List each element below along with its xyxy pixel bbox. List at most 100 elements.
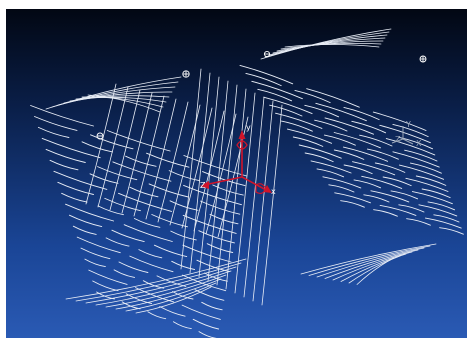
mesh-strand — [284, 44, 380, 48]
mesh-strand — [53, 170, 108, 190]
mesh-strand — [148, 183, 189, 198]
mesh-strand — [201, 301, 223, 311]
mesh-strand — [316, 168, 345, 178]
gizmo-z-axis[interactable] — [203, 176, 243, 186]
mesh-strand — [171, 260, 196, 270]
mesh-strand — [205, 113, 237, 235]
mesh-strand — [356, 257, 395, 285]
mesh-strand — [257, 88, 293, 102]
mesh-strand — [268, 34, 388, 56]
mesh-strand — [49, 159, 79, 171]
mesh-strand — [75, 262, 242, 302]
mesh-strand — [61, 192, 88, 203]
mesh-strand — [252, 100, 274, 302]
mesh-strand — [304, 104, 340, 118]
gizmo-y-arrowhead — [238, 130, 246, 139]
mesh-strand — [97, 166, 138, 181]
mesh-strand — [398, 164, 445, 180]
gizmo-y-label: y — [246, 123, 251, 132]
mesh-strand — [421, 188, 451, 199]
mesh-strand — [343, 106, 380, 121]
mesh-strand — [138, 249, 163, 259]
mesh-strand — [353, 179, 382, 189]
mesh-strand — [198, 331, 217, 338]
mesh-strand — [314, 119, 348, 132]
mesh-strand — [80, 247, 111, 260]
mesh-strand — [115, 278, 222, 310]
mesh-strand — [292, 136, 324, 147]
scene-canvas[interactable]: y Z x Y Z X — [6, 9, 467, 338]
3d-viewport[interactable]: y Z x Y Z X — [6, 9, 467, 338]
mesh-strand — [418, 204, 458, 217]
mesh-strand — [69, 95, 170, 102]
orientation-triad: Y Z X — [391, 120, 422, 148]
mesh-strand — [424, 217, 462, 229]
mesh-strand — [104, 197, 141, 212]
triad-y-label: Y — [405, 120, 411, 129]
mesh-strand — [113, 269, 136, 278]
mesh-strand — [308, 245, 431, 276]
mesh-strand — [374, 162, 406, 173]
mesh-strand — [251, 80, 303, 100]
mesh-strand — [359, 134, 393, 147]
mesh-strand — [370, 190, 410, 203]
mesh-strand — [183, 184, 242, 206]
mesh-strand — [68, 214, 103, 228]
mesh-strand — [125, 155, 157, 167]
mesh-strand — [198, 76, 220, 278]
mesh-strand — [41, 137, 101, 159]
gizmo-z-label: Z — [200, 181, 206, 190]
mesh-strand — [57, 181, 94, 195]
mesh-strand — [194, 289, 225, 301]
control-point-top-left[interactable] — [182, 70, 190, 78]
mesh-strand — [332, 251, 413, 281]
mesh-strand — [392, 151, 440, 168]
mesh-strand — [334, 192, 371, 204]
transform-gizmo[interactable]: y Z x — [200, 123, 276, 196]
mesh-strand — [63, 91, 173, 104]
wireframe-mesh — [30, 28, 464, 338]
mesh-strand — [105, 274, 227, 308]
mesh-strand — [263, 96, 313, 115]
mesh-strand — [316, 247, 425, 278]
mesh-strand — [243, 96, 265, 298]
mesh-strand — [125, 282, 217, 312]
mesh-strand — [151, 214, 188, 228]
mesh-strand — [310, 160, 352, 174]
mesh-strand — [351, 120, 387, 134]
mesh-strand — [398, 204, 425, 213]
mesh-strand — [280, 42, 382, 50]
mesh-strand — [234, 92, 256, 294]
mesh-strand — [415, 175, 447, 186]
mesh-strand — [118, 192, 173, 212]
control-point-top-right[interactable] — [419, 55, 427, 63]
triad-x-label: X — [416, 139, 422, 148]
mesh-strand — [146, 152, 190, 168]
mesh-strand — [379, 204, 417, 216]
mesh-strand — [118, 261, 149, 273]
mesh-strand — [322, 176, 362, 189]
mesh-strand — [300, 243, 437, 275]
mesh-strand — [34, 116, 78, 131]
mesh-strand — [207, 80, 229, 282]
mesh-strand — [409, 162, 442, 174]
control-point-left[interactable] — [96, 132, 104, 140]
mesh-strand — [198, 230, 235, 244]
control-point-top-center[interactable] — [263, 50, 271, 58]
gizmo-y-ring[interactable] — [236, 140, 248, 150]
mesh-strand — [225, 88, 247, 290]
mesh-strand — [121, 92, 153, 214]
mesh-strand — [133, 95, 165, 217]
mesh-strand — [97, 205, 124, 216]
mesh-strand — [89, 173, 119, 184]
mesh-strand — [340, 200, 365, 208]
mesh-strand — [294, 89, 331, 104]
mesh-strand — [390, 190, 419, 200]
mesh-strand — [398, 136, 434, 150]
mesh-strand — [342, 146, 389, 162]
gizmo-x-axis[interactable] — [241, 176, 269, 192]
mesh-strand — [145, 98, 177, 220]
mesh-strand — [261, 104, 283, 306]
mesh-strand — [159, 306, 186, 317]
mesh-strand — [90, 134, 134, 150]
